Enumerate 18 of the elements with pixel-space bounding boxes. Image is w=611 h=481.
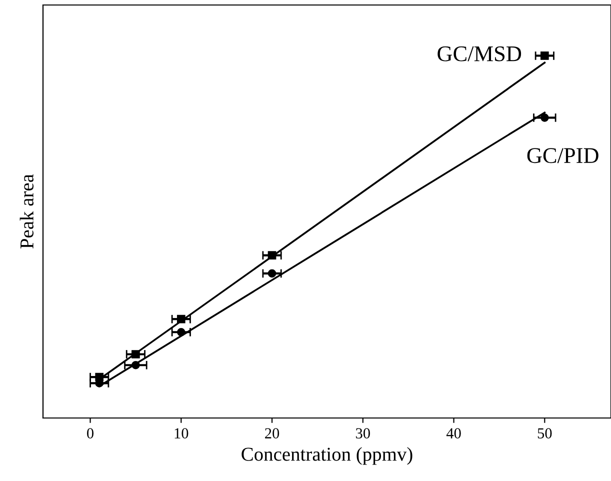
x-tick-label: 40 xyxy=(446,428,461,438)
point xyxy=(176,314,186,324)
x-tick-label: 0 xyxy=(87,428,94,438)
point xyxy=(540,114,549,122)
point xyxy=(176,328,186,336)
series-label: GC/PID xyxy=(527,148,598,164)
y-axis-title: Peak area xyxy=(20,174,34,248)
x-tick-label: 20 xyxy=(265,428,280,438)
point xyxy=(268,251,276,260)
x-axis-title: Concentration (ppmv) xyxy=(242,447,412,465)
x-tick-label: 30 xyxy=(356,428,370,438)
x-tick-label: 50 xyxy=(538,428,552,438)
point xyxy=(132,360,140,370)
series-label: GC/MSD xyxy=(438,46,522,62)
point xyxy=(268,269,276,278)
point xyxy=(132,350,140,358)
x-tick-label: 10 xyxy=(174,428,188,438)
point xyxy=(540,52,549,60)
